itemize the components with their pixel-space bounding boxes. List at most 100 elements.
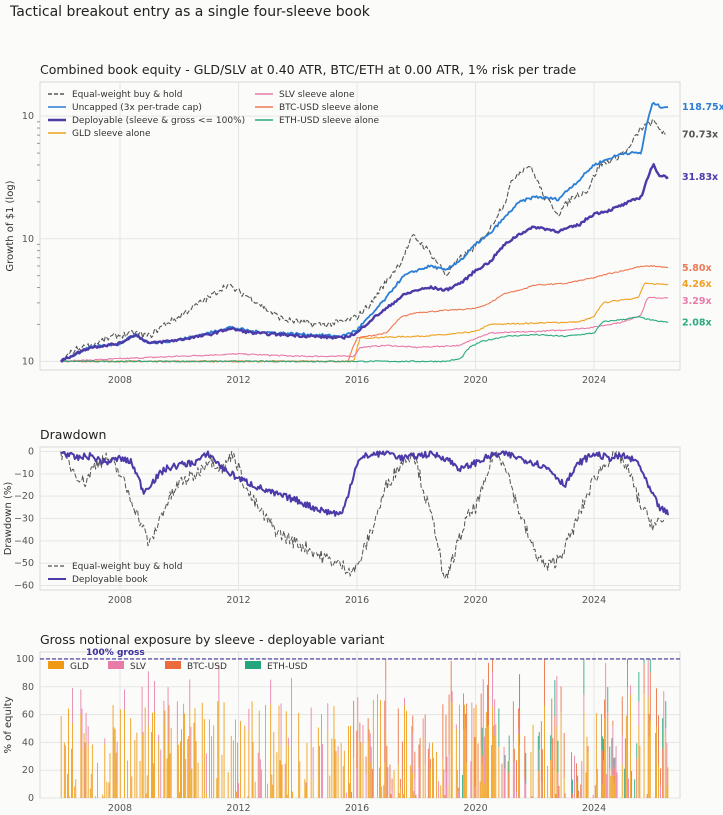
exposure-bar-btc-usd: [371, 769, 373, 798]
exposure-bar-gld: [498, 747, 500, 798]
exposure-bar-gld: [180, 741, 181, 798]
exposure-bar-eth-usd: [572, 779, 573, 794]
exposure-bar-gld: [556, 726, 558, 798]
exposure-bar-gld: [655, 755, 656, 798]
exposure-bar-btc-usd: [501, 763, 503, 798]
exposure-bar-gld: [164, 710, 166, 798]
exposure-bar-slv: [85, 713, 87, 741]
exposure-bar-btc-usd: [662, 748, 664, 798]
exposure-bar-gld: [260, 769, 262, 798]
y-tick-label: 100: [16, 654, 34, 665]
exposure-bar-gld: [201, 702, 203, 798]
exposure-bar-slv: [605, 663, 607, 714]
exposure-bar-slv: [612, 726, 614, 776]
legend-entry-gld-sleeve-alone: GLD sleeve alone: [72, 129, 151, 139]
exposure-bar-gld: [648, 736, 650, 798]
exposure-bar-slv: [484, 728, 486, 773]
exposure-bar-gld: [611, 774, 613, 798]
exposure-bar-gld: [465, 729, 467, 798]
exposure-bar-btc-usd: [656, 688, 657, 727]
exposure-bar-slv: [71, 748, 73, 798]
exposure-bar-btc-usd: [658, 715, 660, 765]
exposure-bar-slv: [81, 708, 83, 749]
exposure-bar-gld: [401, 794, 403, 798]
exposure-bar-slv: [369, 733, 371, 763]
exposure-bar-gld: [285, 711, 287, 798]
legend-entry-eth-usd: ETH-USD: [267, 662, 307, 672]
exposure-bar-gld: [181, 761, 182, 798]
exposure-bar-slv: [647, 659, 649, 698]
equity-panel: Combined book equity - GLD/SLV at 0.40 A…: [5, 62, 723, 386]
exposure-bar-btc-usd: [414, 751, 416, 779]
exposure-bar-btc-usd: [384, 700, 386, 763]
exposure-bar-slv: [160, 749, 162, 798]
exposure-bar-gld: [299, 761, 301, 798]
exposure-bar-gld: [270, 704, 272, 798]
exposure-bar-gld: [144, 707, 146, 798]
exposure-bar-slv: [362, 725, 364, 743]
exposure-bar-gld: [459, 704, 460, 798]
x-tick-label: 2020: [463, 595, 487, 606]
exposure-bar-slv: [154, 681, 156, 712]
exposure-bar-gld: [424, 764, 426, 798]
exposure-bar-gld: [75, 779, 77, 798]
exposure-bar-gld: [381, 786, 383, 798]
exposure-bar-btc-usd: [463, 693, 465, 730]
exposure-bar-slv: [525, 784, 527, 798]
exposure-bar-gld: [350, 725, 352, 798]
exposure-bar-gld: [287, 745, 289, 798]
exposure-bar-eth-usd: [638, 672, 640, 702]
exposure-bar-eth-usd: [525, 752, 527, 785]
exposure-bar-eth-usd: [609, 746, 611, 769]
exposure-bar-slv: [564, 793, 566, 798]
exposure-bar-btc-usd: [594, 785, 596, 798]
exposure-bar-btc-usd: [391, 778, 393, 791]
exposure-bar-btc-usd: [602, 750, 604, 785]
panel-title: Drawdown: [40, 427, 106, 442]
panel-title: Gross notional exposure by sleeve - depl…: [40, 632, 385, 647]
exposure-bar-gld: [145, 793, 147, 798]
exposure-bar-slv: [606, 774, 608, 798]
exposure-bar-gld: [237, 791, 238, 798]
exposure-bar-slv: [189, 679, 191, 711]
exposure-bar-btc-usd: [450, 661, 452, 703]
exposure-bar-gld: [550, 760, 552, 798]
exposure-bar-gld: [194, 708, 196, 798]
exposure-bar-btc-usd: [540, 721, 542, 782]
exposure-bar-gld: [190, 769, 192, 798]
exposure-bar-slv: [379, 767, 381, 773]
series-line-equal-weight-buy-hold: [60, 451, 666, 579]
exposure-bar-slv: [474, 786, 476, 798]
exposure-bar-btc-usd: [519, 711, 521, 745]
exposure-bar-gld: [422, 736, 424, 798]
exposure-bar-gld: [357, 740, 359, 798]
exposure-bar-btc-usd: [367, 718, 369, 741]
exposure-bar-gld: [184, 713, 186, 798]
exposure-bar-btc-usd: [621, 696, 623, 736]
exposure-bar-gld: [433, 758, 434, 798]
exposure-bar-eth-usd: [504, 755, 506, 769]
series-line-uncapped-3x-per-trade-cap: [60, 101, 669, 362]
exposure-bar-btc-usd: [360, 742, 362, 743]
exposure-bar-gld: [139, 761, 141, 798]
exposure-bar-gld: [484, 772, 486, 798]
exposure-bar-gld: [605, 713, 607, 798]
exposure-bar-btc-usd: [353, 700, 355, 758]
exposure-bar-slv: [583, 694, 585, 712]
exposure-bar-gld: [80, 714, 82, 798]
exposure-bar-slv: [257, 752, 259, 798]
x-tick-label: 2016: [345, 375, 369, 386]
exposure-bar-gld: [663, 730, 665, 798]
end-value-label-equal-weight-buy-hold: 70.73x: [682, 130, 718, 141]
exposure-bar-btc-usd: [513, 748, 515, 762]
exposure-bar-btc-usd: [512, 701, 514, 742]
exposure-bar-gld: [450, 702, 452, 798]
panel-title: Combined book equity - GLD/SLV at 0.40 A…: [40, 62, 576, 77]
exposure-bar-slv: [370, 746, 372, 798]
exposure-bar-gld: [103, 796, 105, 798]
exposure-bar-slv: [356, 768, 358, 798]
exposure-bar-gld: [252, 742, 254, 798]
exposure-bar-slv: [167, 687, 169, 743]
exposure-panel: Gross notional exposure by sleeve - depl…: [3, 632, 681, 814]
